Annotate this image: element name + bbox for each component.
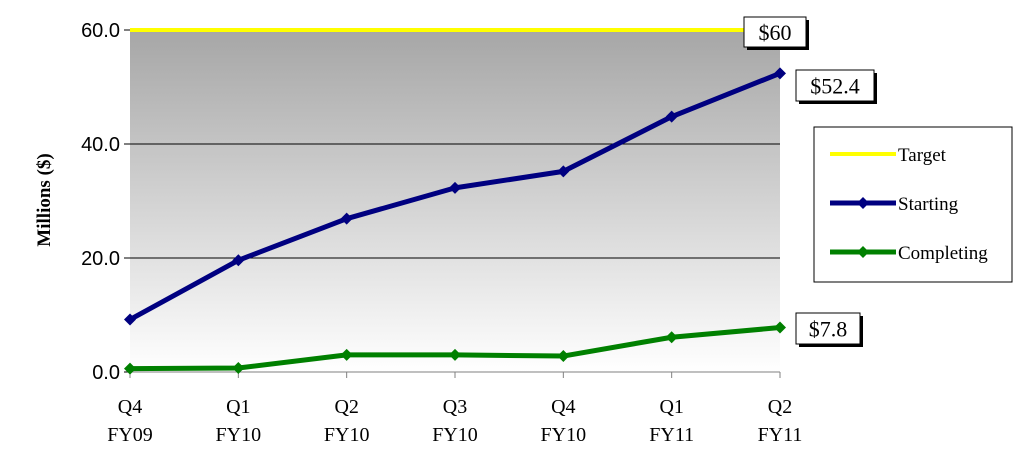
value-callout-target: $60 [743,16,809,50]
y-tick-label: 20.0 [81,248,120,270]
data-point-completing [340,348,353,361]
x-tick-label-year: FY11 [649,424,694,446]
data-point-starting [774,67,786,80]
data-point-starting [232,254,245,267]
value-callout-completing: $7.8 [795,312,863,347]
data-point-starting [557,165,570,178]
y-tick-label: 40.0 [81,134,120,156]
x-tick-label-quarter: Q4 [551,396,575,418]
data-point-completing [557,350,570,363]
y-axis-label: Millions ($) [34,153,55,246]
legend-label-starting: Starting [898,194,959,215]
callouts: $60 $52.4 $7.8 [743,16,877,347]
legend-label-target: Target [898,145,947,166]
y-tick-label: 0.0 [92,362,120,384]
value-callout-starting: $52.4 [795,69,877,104]
plot-area [130,30,780,372]
callout-box [795,312,861,345]
legend-marker-starting [857,197,869,209]
legend-marker-completing [857,246,869,258]
callout-label: $60 [759,20,792,45]
data-point-completing [449,348,461,361]
callout-label: $7.8 [809,317,848,342]
callout-box [795,69,875,102]
series-layer [124,28,786,375]
x-tick-label-quarter: Q2 [334,396,358,418]
x-tick-label-year: FY10 [324,424,370,446]
data-point-completing [774,321,786,334]
series-completing [124,321,786,375]
data-point-starting [340,212,353,225]
y-tick-label: 60.0 [81,20,120,42]
data-point-starting [665,110,678,123]
x-tick-label-quarter: Q4 [118,396,142,418]
legend-label-completing: Completing [898,243,988,264]
callout-label: $52.4 [810,74,860,99]
data-point-completing [665,331,678,344]
x-tick-label-year: FY11 [758,424,803,446]
x-tick-label-year: FY09 [107,424,153,446]
x-tick-label-quarter: Q1 [659,396,683,418]
data-point-starting [124,313,136,326]
legend: Target Starting Completing [813,126,1013,283]
x-tick-label-year: FY10 [216,424,262,446]
series-starting [124,67,786,326]
data-point-completing [124,362,136,375]
data-point-starting [449,181,461,194]
callout-box [743,16,807,48]
x-tick-label-year: FY10 [432,424,478,446]
axes: 0.0 20.0 40.0 60.0 Q4 FY09 Q1 FY10 Q2 FY10 Q3 FY10 Q… [81,20,802,446]
x-tick-label-quarter: Q2 [768,396,792,418]
data-point-completing [232,362,245,375]
x-tick-label-quarter: Q3 [443,396,467,418]
x-tick-label-year: FY10 [541,424,587,446]
x-tick-label-quarter: Q1 [226,396,250,418]
